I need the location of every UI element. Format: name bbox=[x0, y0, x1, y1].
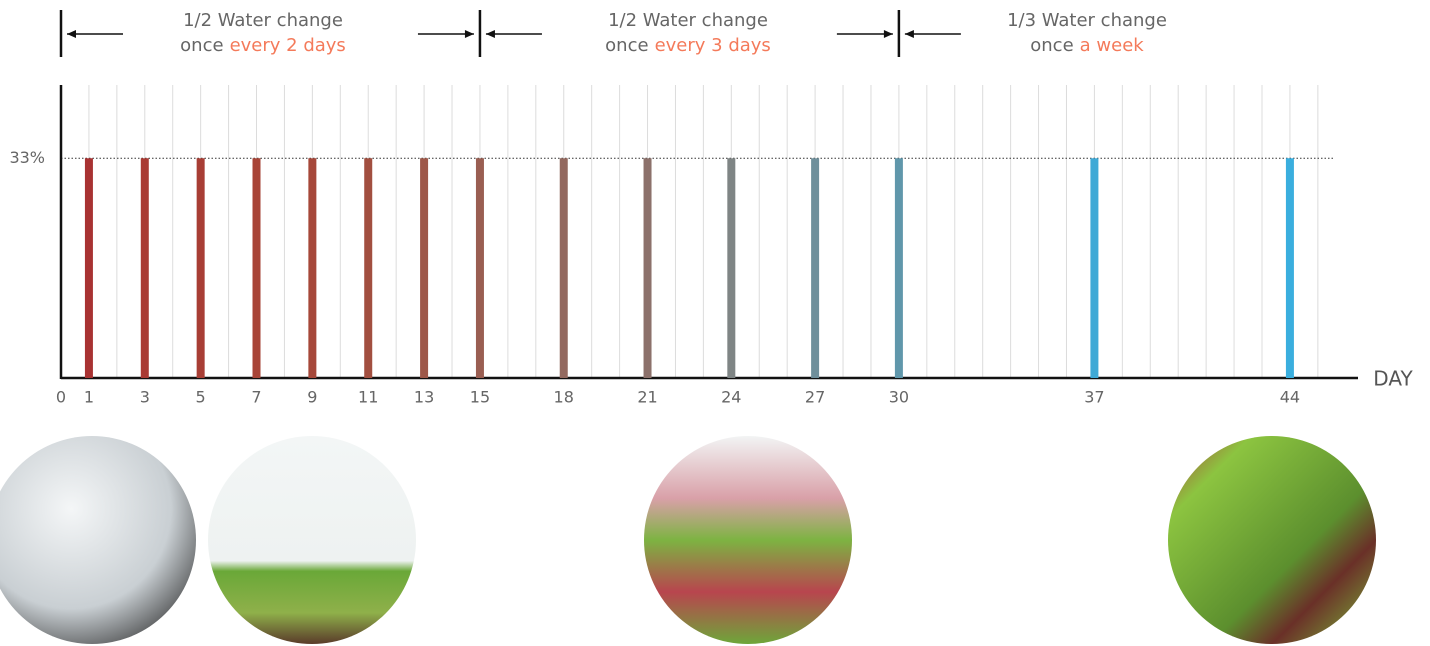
x-tick-label: 24 bbox=[721, 388, 741, 407]
annotation-once: once bbox=[1030, 35, 1073, 56]
annotation-once: once bbox=[180, 35, 223, 56]
x-tick-label: 21 bbox=[637, 388, 657, 407]
bar bbox=[84, 158, 93, 378]
bar bbox=[894, 158, 903, 378]
annotation-highlight: every 2 days bbox=[230, 35, 346, 56]
x-tick-label: 3 bbox=[140, 388, 150, 407]
bar bbox=[308, 158, 317, 378]
annotation-frequency: once a week bbox=[1030, 35, 1144, 56]
x-tick-label: 0 bbox=[56, 388, 66, 407]
bar bbox=[364, 158, 373, 378]
arrow-head bbox=[883, 30, 893, 38]
x-tick-label: 9 bbox=[307, 388, 317, 407]
annotation-highlight: a week bbox=[1080, 35, 1145, 56]
x-tick-label: 44 bbox=[1280, 388, 1300, 407]
x-tick-label: 27 bbox=[805, 388, 825, 407]
bar bbox=[252, 158, 261, 378]
arrow-head bbox=[67, 30, 76, 38]
x-tick-label: 30 bbox=[889, 388, 909, 407]
x-tick-label: 37 bbox=[1084, 388, 1104, 407]
annotation-frequency: once every 2 days bbox=[180, 35, 346, 56]
photo-soil bbox=[0, 436, 196, 644]
annotation-title: 1/2 Water change bbox=[608, 10, 768, 31]
annotation-once: once bbox=[605, 35, 648, 56]
photos bbox=[0, 436, 1376, 644]
x-tick-label: 18 bbox=[554, 388, 574, 407]
bar bbox=[1090, 158, 1099, 378]
bar bbox=[559, 158, 568, 378]
photo-tank-full bbox=[1168, 436, 1376, 644]
bar bbox=[475, 158, 484, 378]
photo-tank-start bbox=[208, 436, 416, 644]
x-tick-label: 7 bbox=[251, 388, 261, 407]
bar bbox=[196, 158, 205, 378]
arrow-head bbox=[485, 30, 495, 38]
annotation-title: 1/2 Water change bbox=[183, 10, 343, 31]
bar bbox=[1285, 158, 1294, 378]
bar bbox=[420, 158, 429, 378]
bar bbox=[643, 158, 652, 378]
bar bbox=[811, 158, 820, 378]
x-axis-label: DAY bbox=[1373, 367, 1413, 391]
arrow-head bbox=[464, 30, 474, 38]
annotation-title: 1/3 Water change bbox=[1007, 10, 1167, 31]
bar bbox=[727, 158, 736, 378]
bar bbox=[140, 158, 149, 378]
x-tick-label: 15 bbox=[470, 388, 490, 407]
x-tick-label: 5 bbox=[196, 388, 206, 407]
y-tick-label: 33% bbox=[9, 148, 45, 167]
annotation-highlight: every 3 days bbox=[655, 35, 771, 56]
arrow-head bbox=[904, 30, 914, 38]
x-tick-label: 1 bbox=[84, 388, 94, 407]
x-tick-label: 11 bbox=[358, 388, 378, 407]
annotation-frequency: once every 3 days bbox=[605, 35, 771, 56]
x-tick-label: 13 bbox=[414, 388, 434, 407]
photo-tank-mid bbox=[644, 436, 852, 644]
